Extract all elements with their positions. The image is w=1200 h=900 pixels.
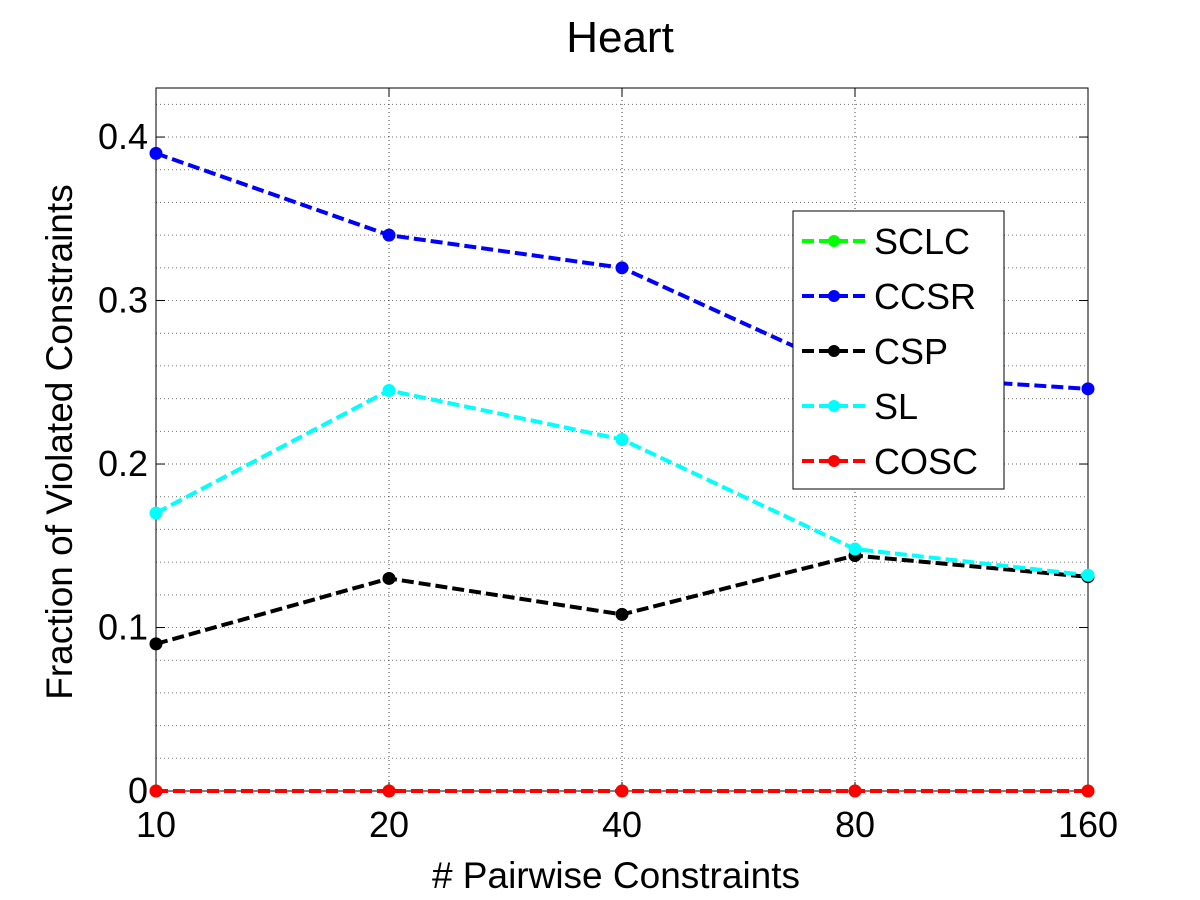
tick-labels: 10 20 40 80 160 0 0.1 0.2 0.3 0.4 xyxy=(98,116,1118,845)
legend-label-cosc: COSC xyxy=(874,441,978,482)
data-point-ccsr xyxy=(615,261,629,275)
legend-marker-ccsr xyxy=(828,290,840,302)
data-point-ccsr xyxy=(1081,382,1095,396)
legend-label-sclc: SCLC xyxy=(874,221,970,262)
data-point-sl xyxy=(1081,568,1095,582)
data-point-csp xyxy=(615,607,629,621)
data-point-sl xyxy=(382,383,396,397)
legend-label-csp: CSP xyxy=(874,331,948,372)
x-axis-label: # Pairwise Constraints xyxy=(432,855,800,896)
legend-marker-sl xyxy=(828,400,840,412)
data-point-cosc xyxy=(848,784,862,798)
legend-label-ccsr: CCSR xyxy=(874,276,976,317)
y-tick-label: 0 xyxy=(128,770,148,811)
data-point-ccsr xyxy=(382,228,396,242)
y-tick-label: 0.2 xyxy=(98,443,148,484)
data-point-cosc xyxy=(1081,784,1095,798)
y-axis-label: Fraction of Violated Constraints xyxy=(39,184,80,700)
data-point-sl xyxy=(149,506,163,520)
y-tick-label: 0.1 xyxy=(98,607,148,648)
chart-title: Heart xyxy=(566,13,674,62)
data-point-ccsr xyxy=(149,146,163,160)
x-tick-label: 10 xyxy=(136,804,176,845)
legend: SCLC CCSR CSP SL COSC xyxy=(792,210,1005,490)
x-tick-label: 80 xyxy=(835,804,875,845)
series-sl xyxy=(149,383,1095,582)
data-point-cosc xyxy=(615,784,629,798)
legend-marker-sclc xyxy=(828,235,840,247)
data-point-sl xyxy=(848,542,862,556)
legend-marker-csp xyxy=(828,345,840,357)
data-point-sl xyxy=(615,433,629,446)
data-point-cosc xyxy=(149,784,163,798)
data-point-cosc xyxy=(382,784,396,798)
series-cosc xyxy=(149,784,1095,798)
x-tick-label: 20 xyxy=(369,804,409,845)
legend-marker-cosc xyxy=(828,455,840,467)
data-point-csp xyxy=(149,637,163,651)
legend-label-sl: SL xyxy=(874,386,918,427)
y-tick-label: 0.3 xyxy=(98,280,148,321)
data-point-csp xyxy=(382,571,396,585)
x-tick-label: 160 xyxy=(1058,804,1118,845)
x-tick-label: 40 xyxy=(602,804,642,845)
y-tick-label: 0.4 xyxy=(98,116,148,157)
